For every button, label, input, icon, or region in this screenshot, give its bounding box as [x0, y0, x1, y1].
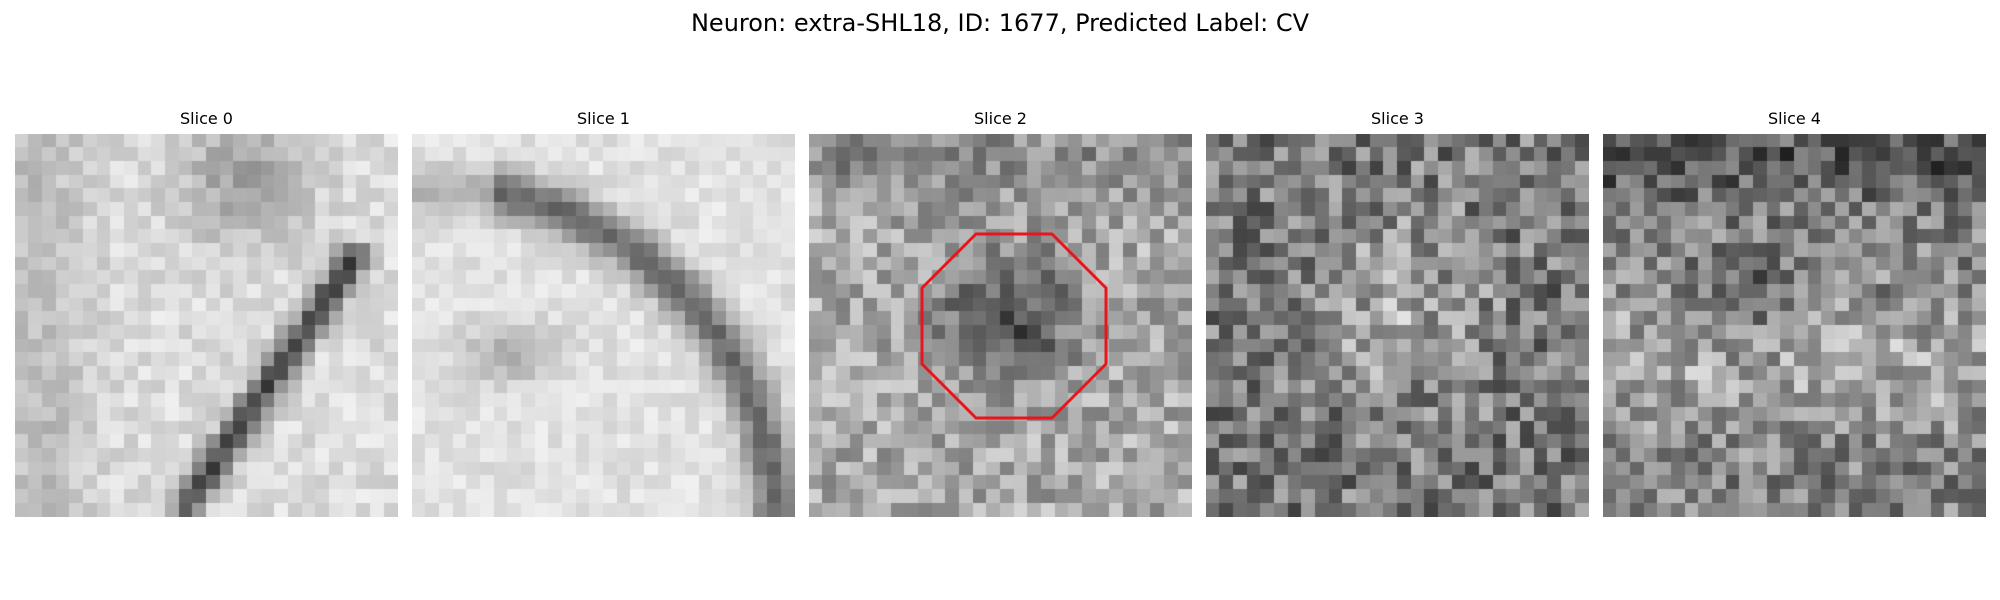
slice-image: [1206, 134, 1589, 517]
slice-title: Slice 1: [412, 109, 795, 129]
slice-panel-1: Slice 1: [412, 104, 795, 518]
slice-panel-0: Slice 0: [15, 104, 398, 518]
slice-title: Slice 4: [1603, 109, 1986, 129]
slice-title: Slice 2: [809, 109, 1192, 129]
slice-title: Slice 0: [15, 109, 398, 129]
slice-panel-4: Slice 4: [1603, 104, 1986, 518]
slice-image: [412, 134, 795, 517]
slice-title: Slice 3: [1206, 109, 1589, 129]
slice-image: [809, 134, 1192, 517]
slice-panel-2: Slice 2: [809, 104, 1192, 518]
figure-title: Neuron: extra-SHL18, ID: 1677, Predicted…: [0, 8, 2000, 38]
slice-panel-3: Slice 3: [1206, 104, 1589, 518]
slice-image: [1603, 134, 1986, 517]
slice-image: [15, 134, 398, 517]
